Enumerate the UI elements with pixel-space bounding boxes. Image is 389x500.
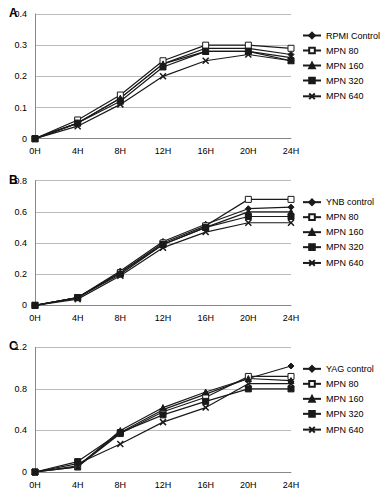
svg-text:0.6: 0.6 <box>14 207 27 217</box>
svg-text:0.8: 0.8 <box>14 175 27 186</box>
svg-text:0.4: 0.4 <box>14 425 27 435</box>
svg-text:0.4: 0.4 <box>14 238 27 248</box>
svg-text:A: A <box>9 6 18 20</box>
svg-text:4H: 4H <box>72 313 84 323</box>
svg-text:YNB control: YNB control <box>326 197 374 207</box>
svg-text:20H: 20H <box>240 146 257 156</box>
svg-text:MPN 160: MPN 160 <box>326 227 364 237</box>
svg-text:MPN 80: MPN 80 <box>326 212 359 222</box>
svg-text:MPN 320: MPN 320 <box>326 242 364 252</box>
svg-text:8H: 8H <box>115 146 127 156</box>
svg-text:0: 0 <box>22 467 27 477</box>
svg-text:0.1: 0.1 <box>14 103 27 113</box>
svg-text:0: 0 <box>22 134 27 144</box>
svg-text:24H: 24H <box>283 480 300 490</box>
svg-text:RPMI Control: RPMI Control <box>326 31 380 41</box>
svg-text:12H: 12H <box>155 313 172 323</box>
svg-text:B: B <box>9 173 18 187</box>
svg-text:C: C <box>9 339 18 353</box>
svg-text:4H: 4H <box>72 146 84 156</box>
svg-text:0H: 0H <box>29 480 41 490</box>
svg-text:16H: 16H <box>197 146 214 156</box>
svg-text:MPN 80: MPN 80 <box>326 379 359 389</box>
svg-text:MPN 160: MPN 160 <box>326 61 364 71</box>
svg-text:0.4: 0.4 <box>14 9 27 19</box>
svg-text:16H: 16H <box>197 480 214 490</box>
svg-text:0.2: 0.2 <box>14 71 27 81</box>
svg-text:20H: 20H <box>240 313 257 323</box>
svg-text:8H: 8H <box>115 480 127 490</box>
svg-text:8H: 8H <box>115 313 127 323</box>
svg-text:0.8: 0.8 <box>14 384 27 394</box>
svg-text:20H: 20H <box>240 480 257 490</box>
svg-text:MPN 640: MPN 640 <box>326 425 364 435</box>
svg-text:4H: 4H <box>72 480 84 490</box>
svg-text:12H: 12H <box>155 480 172 490</box>
svg-text:MPN 320: MPN 320 <box>326 409 364 419</box>
svg-text:24H: 24H <box>283 313 300 323</box>
svg-text:MPN 640: MPN 640 <box>326 91 364 101</box>
svg-text:0H: 0H <box>29 313 41 323</box>
svg-text:MPN 320: MPN 320 <box>326 76 364 86</box>
svg-text:0: 0 <box>22 300 27 310</box>
svg-text:0.2: 0.2 <box>14 269 27 279</box>
svg-text:1.2: 1.2 <box>14 342 27 353</box>
svg-text:MPN 80: MPN 80 <box>326 46 359 56</box>
svg-text:16H: 16H <box>197 313 214 323</box>
svg-text:0H: 0H <box>29 146 41 156</box>
svg-text:24H: 24H <box>283 146 300 156</box>
svg-text:YAG control: YAG control <box>326 364 374 374</box>
svg-text:12H: 12H <box>155 146 172 156</box>
svg-text:MPN 160: MPN 160 <box>326 394 364 404</box>
svg-text:0.3: 0.3 <box>14 40 27 50</box>
svg-text:MPN 640: MPN 640 <box>326 258 364 268</box>
